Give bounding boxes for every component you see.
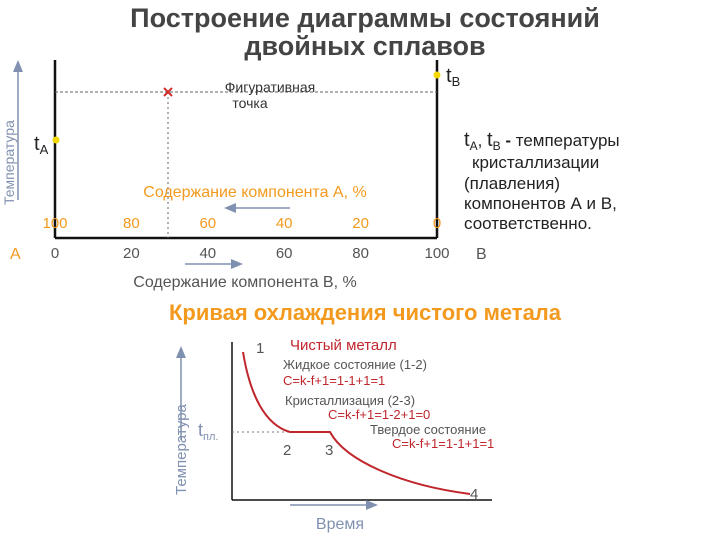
stage: Жидкое состояние (1-2) (283, 357, 427, 372)
label: tпл. (198, 420, 218, 443)
stage: Твердое состояние (370, 422, 486, 437)
tick-label: 60 (199, 215, 216, 232)
point-label: 4 (470, 486, 478, 503)
label-part: - (501, 131, 516, 150)
tick-label: 0 (51, 245, 59, 262)
arrowhead (13, 60, 23, 72)
tick-label: 80 (123, 215, 140, 232)
label: Фигуративная (225, 79, 315, 95)
note-line: (плавления) (464, 174, 560, 193)
formula: C=k-f+1=1-2+1=0 (328, 407, 430, 422)
label-part: A (470, 139, 478, 153)
axis-label: Температура (173, 403, 190, 495)
note-line: соответственно. (464, 214, 592, 233)
label-part: t (487, 129, 493, 151)
note-line: компонентов А и В, (464, 194, 617, 213)
label-part: t (34, 133, 40, 155)
label-part: t (464, 129, 470, 151)
axis-label: Время (316, 516, 364, 533)
label-part: t (446, 65, 452, 87)
arrowhead (224, 203, 236, 213)
point-label: 3 (325, 442, 333, 459)
label: tA (34, 133, 49, 157)
note-line: tA, tB - температуры (464, 129, 620, 153)
arrowhead (176, 346, 186, 358)
tick-label: 0 (433, 215, 441, 232)
label: tB (446, 65, 460, 89)
tick-labels: 100 80 60 40 20 0 (42, 215, 441, 232)
label-part: температуры (516, 131, 620, 150)
point-label: 1 (256, 340, 264, 357)
subtitle: Кривая охлаждения чистого метала (169, 300, 562, 325)
title: двойных сплавов (244, 31, 485, 61)
label: А (10, 246, 21, 263)
label: Чистый металл (290, 337, 397, 354)
label: В (476, 246, 487, 263)
tick-label: 100 (42, 215, 67, 232)
label-part: , (478, 131, 487, 150)
tick-label: 60 (276, 245, 293, 262)
tick-label: 20 (123, 245, 140, 262)
tick-label: 40 (199, 245, 216, 262)
phase-diagram: Температура tA tB Фигуративная точка Сод… (1, 60, 620, 291)
note: tA, tB - температуры кристаллизации (пла… (464, 129, 620, 233)
curve (242, 351, 471, 495)
label-part: A (40, 142, 49, 157)
label: Содержание компонента А, % (143, 184, 366, 201)
note-line: кристаллизации (472, 153, 599, 172)
point (433, 71, 441, 79)
stage: Кристаллизация (2-3) (285, 393, 415, 408)
tick-label: 20 (352, 215, 369, 232)
label-part: B (452, 74, 461, 89)
point (52, 136, 60, 144)
tick-labels: 0 20 40 60 80 100 (51, 245, 450, 262)
tick-label: 100 (424, 245, 449, 262)
formula: C=k-f+1=1-1+1=1 (283, 373, 385, 388)
label: точка (232, 95, 267, 111)
arrowhead (231, 259, 243, 269)
tick-label: 80 (352, 245, 369, 262)
axis-label: Температура (1, 120, 17, 205)
tick-label: 40 (276, 215, 293, 232)
label: Содержание компонента В, % (133, 274, 356, 291)
formula: C=k-f+1=1-1+1=1 (392, 436, 494, 451)
title: Построение диаграммы состояний (130, 3, 600, 33)
point-label: 2 (283, 442, 291, 459)
label-part: пл. (203, 431, 218, 443)
label-part: t (198, 420, 203, 440)
arrowhead (366, 500, 378, 510)
label-part: B (493, 139, 501, 153)
figurative-point (163, 87, 173, 97)
cooling-curve: Температура Время tпл. Чистый металл 1 2… (173, 337, 494, 533)
